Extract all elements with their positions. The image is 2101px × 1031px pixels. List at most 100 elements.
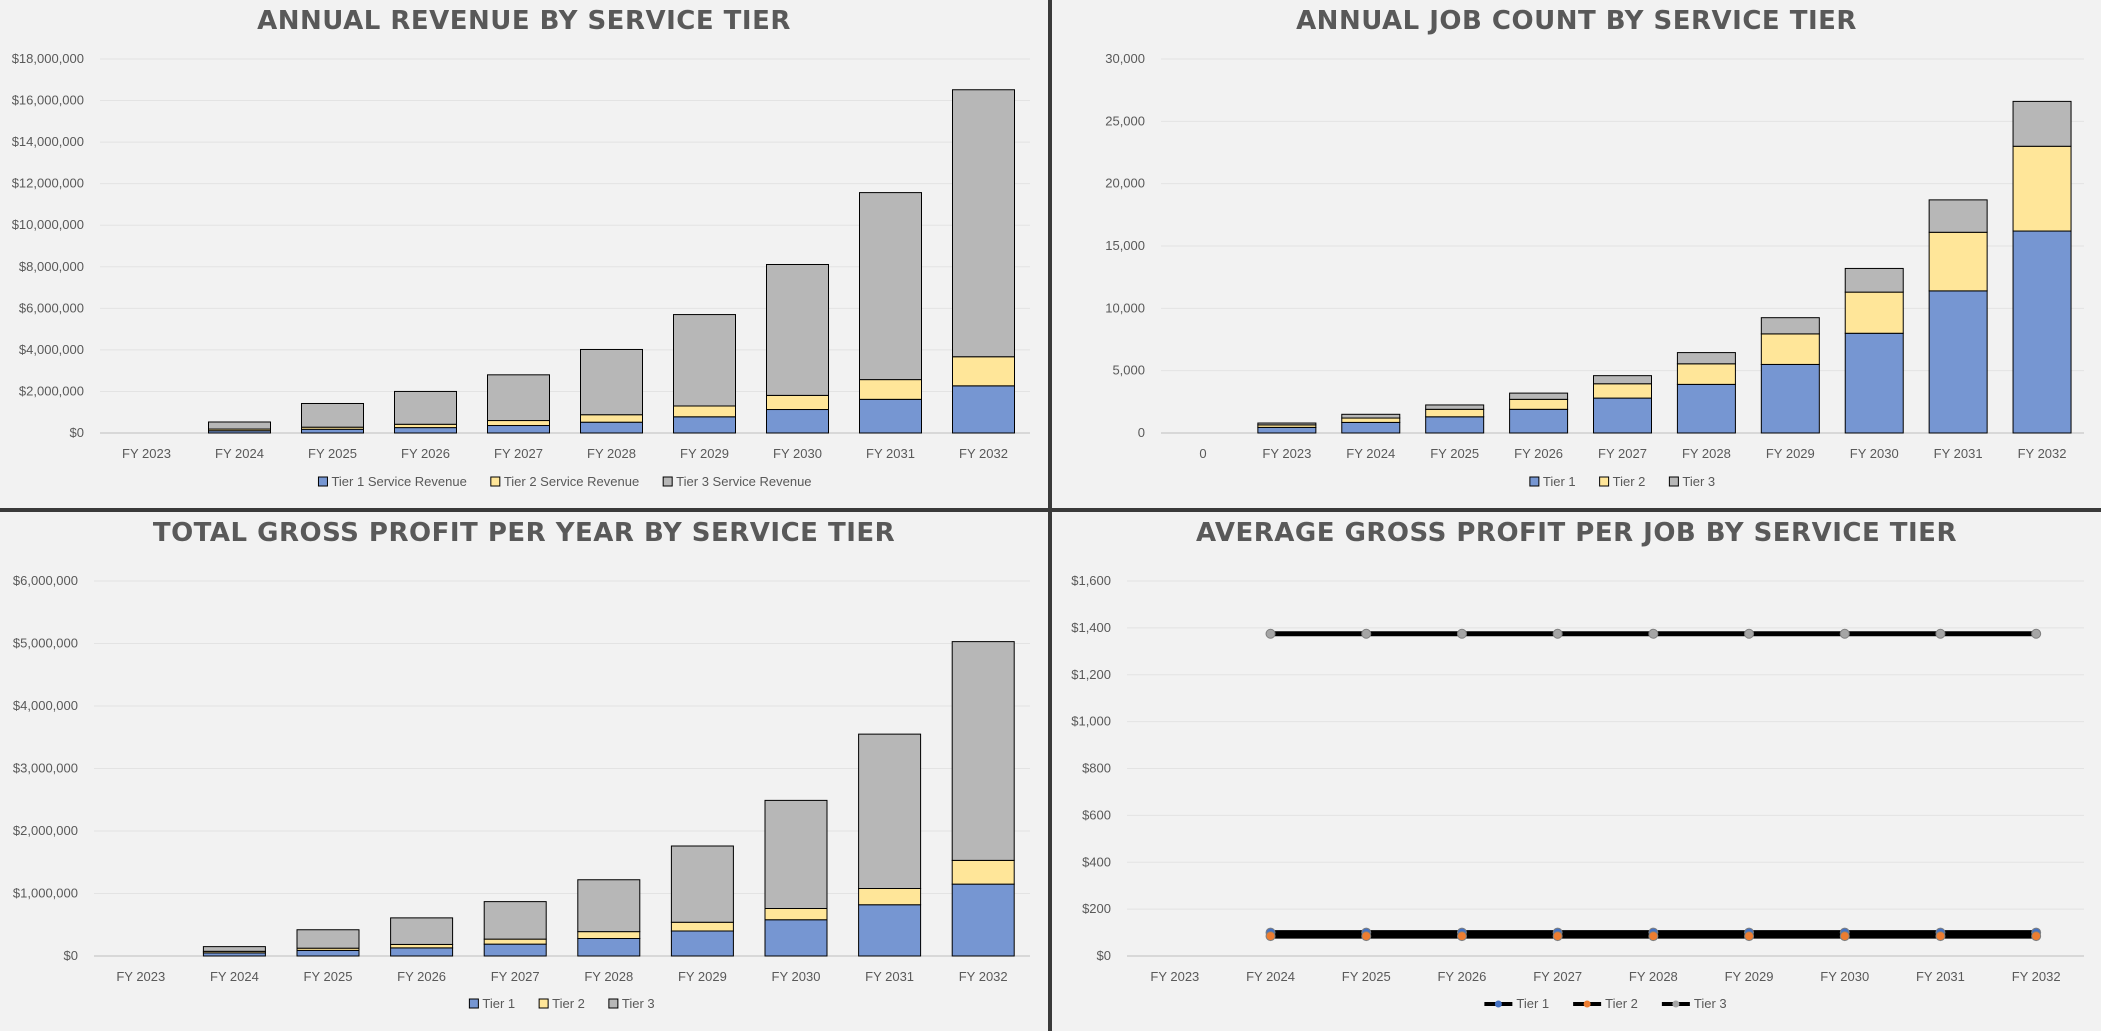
bar-segment (673, 314, 736, 407)
bar-segment (2012, 145, 2072, 232)
bar-segment (951, 859, 1015, 885)
bar-segment (858, 904, 922, 957)
bar-segment (952, 89, 1015, 358)
y-tick-label: $1,600 (1071, 573, 1111, 588)
bar-segment (202, 946, 266, 952)
bar-segment (1844, 291, 1904, 334)
bar-segment (483, 938, 547, 945)
data-point (1648, 931, 1659, 942)
bar-segment (670, 921, 734, 932)
bar-segment (766, 409, 829, 434)
bar-segment (1425, 408, 1485, 418)
x-tick-label: FY 2026 (401, 446, 450, 461)
bar-segment (670, 930, 734, 957)
x-tick-label: FY 2024 (1246, 969, 1295, 984)
bar-segment (394, 427, 457, 434)
bar-segment (858, 888, 922, 906)
legend-swatch (1668, 476, 1679, 487)
bar-segment (487, 374, 550, 422)
bar-segment (859, 398, 922, 434)
legend: Tier 1 Tier 2 Tier 3 (1484, 996, 1727, 1011)
x-tick-label: FY 2031 (1934, 446, 1983, 461)
legend-swatch (468, 998, 479, 1009)
x-tick-label: FY 2030 (1820, 969, 1869, 984)
legend: Tier 1 Service Revenue Tier 2 Service Rev… (317, 474, 812, 489)
x-tick-label: FY 2025 (304, 969, 353, 984)
bar-segment (390, 917, 454, 945)
y-tick-label: $4,000,000 (19, 342, 84, 357)
bar-segment (1509, 408, 1569, 434)
y-tick-label: $1,000,000 (13, 886, 78, 901)
legend-swatch (662, 476, 673, 487)
bar-segment (1844, 332, 1904, 434)
bar-segment (1844, 267, 1904, 293)
bar-segment (1593, 397, 1652, 434)
legend-swatch (608, 998, 619, 1009)
y-tick-label: 5,000 (1112, 363, 1145, 378)
x-tick-label: FY 2025 (1430, 446, 1479, 461)
x-tick-label: FY 2032 (959, 969, 1008, 984)
y-tick-label: $0 (70, 425, 84, 440)
legend-label: Tier 3 (1694, 996, 1727, 1011)
x-tick-label: FY 2025 (308, 446, 357, 461)
job-count-chart-panel: ANNUAL JOB COUNT BY SERVICE TIER 0 5,000 1… (1052, 0, 2101, 508)
x-tick-label: FY 2026 (1514, 446, 1563, 461)
legend-label: Tier 2 Service Revenue (504, 474, 639, 489)
y-tick-label: $0 (1097, 948, 1111, 963)
data-point (1265, 628, 1276, 639)
x-tick-label: FY 2031 (866, 446, 915, 461)
legend-label: Tier 2 (1613, 474, 1646, 489)
bar-segment (483, 901, 547, 940)
y-tick-label: 20,000 (1105, 176, 1145, 191)
data-point (1456, 931, 1467, 942)
bar-segment (483, 943, 547, 957)
x-tick-label: FY 2027 (1533, 969, 1582, 984)
data-point (1935, 628, 1946, 639)
y-tick-label: $400 (1082, 854, 1111, 869)
data-point (2031, 931, 2042, 942)
x-tick-label: FY 2026 (397, 969, 446, 984)
legend-swatch (490, 476, 501, 487)
x-tick-label: FY 2029 (678, 969, 727, 984)
x-tick-label: FY 2032 (2018, 446, 2067, 461)
chart-title: ANNUAL JOB COUNT BY SERVICE TIER (1296, 6, 1857, 36)
bar-segment (577, 931, 641, 939)
y-tick-label: $1,000 (1071, 714, 1111, 729)
legend-label: Tier 2 (1605, 996, 1638, 1011)
avg-profit-chart: $0 $200 $400 $600 $800 $1,000 $1,200 $1,400 $1,6… (1071, 573, 2084, 1011)
chart-title: AVERAGE GROSS PROFIT PER JOB BY SERVICE … (1196, 518, 1957, 548)
bar-segment (1676, 352, 1736, 365)
legend-label: Tier 3 (622, 996, 655, 1011)
bar-segment (1593, 383, 1652, 399)
avg-profit-chart-panel: AVERAGE GROSS PROFIT PER JOB BY SERVICE … (1052, 512, 2101, 1031)
legend-swatch (1599, 476, 1610, 487)
data-point (1744, 628, 1755, 639)
y-tick-label: $4,000,000 (13, 698, 78, 713)
data-point (1935, 931, 1946, 942)
legend-swatch (317, 476, 328, 487)
y-tick-label: $1,400 (1071, 620, 1111, 635)
y-tick-label: $2,000,000 (13, 823, 78, 838)
y-tick-label: 25,000 (1105, 113, 1145, 128)
data-point (1744, 931, 1755, 942)
bar-segment (952, 356, 1015, 387)
bar-segment (1509, 398, 1569, 410)
bar-segment (390, 943, 454, 949)
legend-label: Tier 1 Service Revenue (331, 474, 466, 489)
bar-segment (580, 348, 643, 416)
y-tick-label: $10,000,000 (12, 217, 84, 232)
y-tick-label: $200 (1082, 901, 1111, 916)
bar-segment (296, 949, 360, 957)
bar-segment (1425, 404, 1485, 410)
bar-segment (580, 414, 643, 423)
chart-title: TOTAL GROSS PROFIT PER YEAR BY SERVICE T… (152, 518, 896, 548)
bar-segment (580, 421, 643, 434)
bar-segment (2012, 230, 2072, 434)
job-count-chart: 0 5,000 10,000 15,000 20,000 25,000 30,000 0 FY … (1105, 51, 2084, 489)
bar-segment (296, 929, 360, 949)
x-tick-label: FY 2027 (494, 446, 543, 461)
bar-segment (577, 879, 641, 933)
legend: Tier 1 Tier 2 Tier 3 (1529, 474, 1715, 489)
data-point (1361, 931, 1372, 942)
chart-title: ANNUAL REVENUE BY SERVICE TIER (257, 6, 791, 36)
